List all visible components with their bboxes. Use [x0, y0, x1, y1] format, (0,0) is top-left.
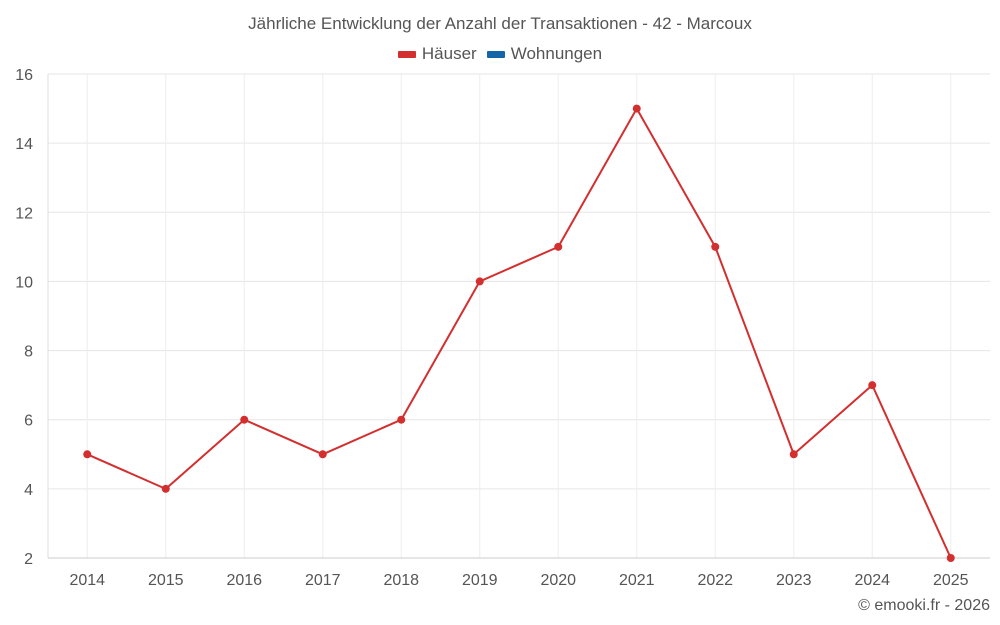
data-point — [711, 242, 720, 251]
y-tick-label: 14 — [15, 136, 33, 153]
data-point — [554, 242, 563, 251]
series-line-0 — [86, 107, 952, 559]
x-tick-label: 2014 — [69, 572, 105, 589]
data-point — [946, 554, 955, 562]
legend-swatch-wohnungen — [486, 50, 505, 58]
data-point — [475, 277, 484, 286]
y-tick-label: 2 — [24, 551, 33, 568]
data-point — [83, 450, 92, 459]
x-tick-label: 2018 — [383, 572, 419, 589]
x-tick-label: 2015 — [148, 572, 184, 589]
x-tick-label: 2017 — [305, 572, 341, 589]
data-point — [318, 450, 327, 459]
y-tick-label: 8 — [24, 344, 33, 361]
x-tick-label: 2019 — [462, 572, 498, 589]
data-point — [789, 450, 798, 459]
x-tick-label: 2023 — [776, 572, 812, 589]
legend-label-haeuser: Häuser — [421, 44, 477, 63]
legend-item-wohnungen[interactable]: Wohnungen — [486, 44, 603, 64]
data-point — [868, 381, 877, 390]
y-tick-label: 10 — [15, 274, 33, 291]
x-tick-label: 2022 — [697, 572, 733, 589]
x-tick-label: 2016 — [226, 572, 262, 589]
y-tick-label: 12 — [15, 205, 33, 222]
x-tick-label: 2025 — [933, 572, 969, 589]
credit-text: © emooki.fr - 2026 — [858, 597, 990, 614]
data-point — [240, 415, 249, 424]
x-tick-label: 2020 — [540, 572, 576, 589]
data-point — [161, 484, 170, 493]
legend-label-wohnungen: Wohnungen — [510, 44, 603, 63]
x-tick-label: 2024 — [854, 572, 890, 589]
chart-title: Jährliche Entwicklung der Anzahl der Tra… — [248, 14, 752, 33]
y-tick-label: 6 — [24, 413, 33, 430]
x-tick-label: 2021 — [619, 572, 655, 589]
data-point — [632, 104, 641, 113]
data-point — [397, 415, 406, 424]
legend-swatch-haeuser — [397, 50, 416, 58]
y-tick-label: 16 — [15, 67, 33, 84]
legend-item-haeuser[interactable]: Häuser — [397, 44, 477, 64]
y-tick-label: 4 — [24, 482, 33, 499]
legend: Häuser Wohnungen — [0, 44, 1000, 64]
